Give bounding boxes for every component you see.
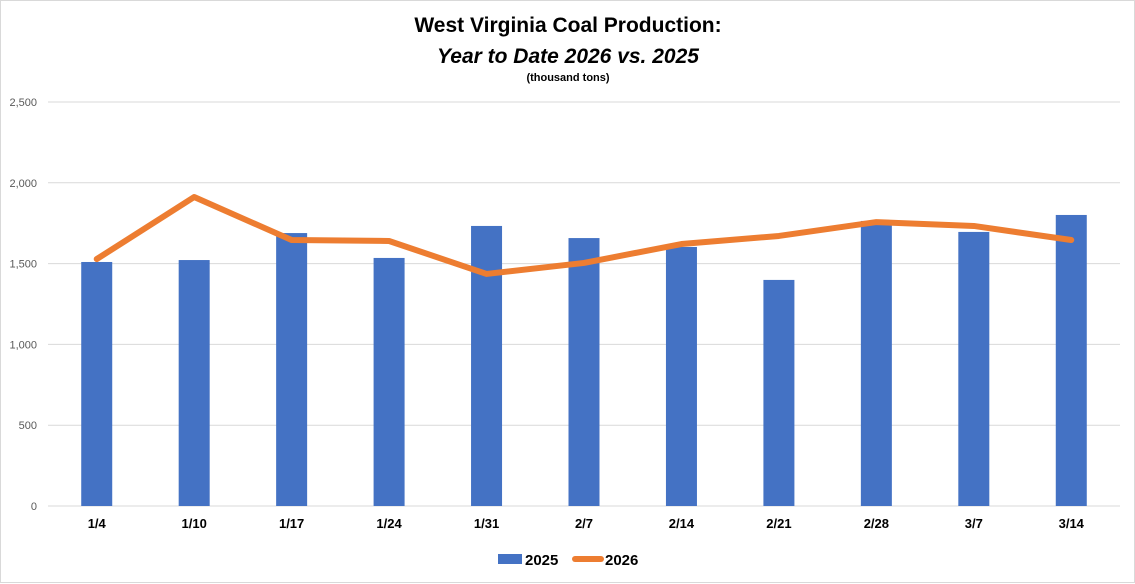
legend-label-2026: 2026: [605, 552, 638, 569]
x-tick-label: 1/24: [376, 516, 402, 531]
x-tick-label: 2/14: [669, 516, 695, 531]
y-tick-label: 0: [31, 501, 37, 513]
x-tick-label: 2/21: [766, 516, 791, 531]
bar-2025-3-14: [1056, 215, 1087, 506]
legend: 2025 2026: [498, 552, 638, 569]
bar-2025-2-28: [861, 221, 892, 506]
x-tick-label: 3/14: [1059, 516, 1085, 531]
y-tick-label: 1,000: [9, 339, 37, 351]
bar-2025-2-14: [666, 247, 697, 506]
bar-2025-1-17: [276, 233, 307, 506]
x-tick-label: 2/28: [864, 516, 889, 531]
chart-subtitle: Year to Date 2026 vs. 2025: [437, 45, 699, 68]
line-2026: [97, 197, 1072, 274]
bar-2025-2-21: [763, 280, 794, 506]
x-tick-label: 2/7: [575, 516, 593, 531]
x-tick-label: 1/4: [88, 516, 107, 531]
bar-2025-3-7: [958, 232, 989, 506]
bar-2025-1-4: [81, 262, 112, 506]
bar-2025-1-10: [179, 260, 210, 506]
legend-swatch-2025: [498, 554, 522, 564]
x-tick-label: 1/31: [474, 516, 499, 531]
legend-label-2025: 2025: [525, 552, 558, 569]
y-tick-label: 1,500: [9, 259, 37, 271]
chart-units: (thousand tons): [526, 72, 609, 84]
x-tick-label: 1/10: [182, 516, 207, 531]
y-tick-label: 500: [19, 420, 37, 432]
chart-title: West Virginia Coal Production:: [414, 14, 721, 37]
x-tick-label: 1/17: [279, 516, 304, 531]
x-tick-label: 3/7: [965, 516, 983, 531]
bar-2025-2-7: [569, 238, 600, 506]
y-tick-label: 2,500: [9, 97, 37, 109]
bar-2025-1-24: [374, 258, 405, 506]
y-tick-label: 2,000: [9, 178, 37, 190]
